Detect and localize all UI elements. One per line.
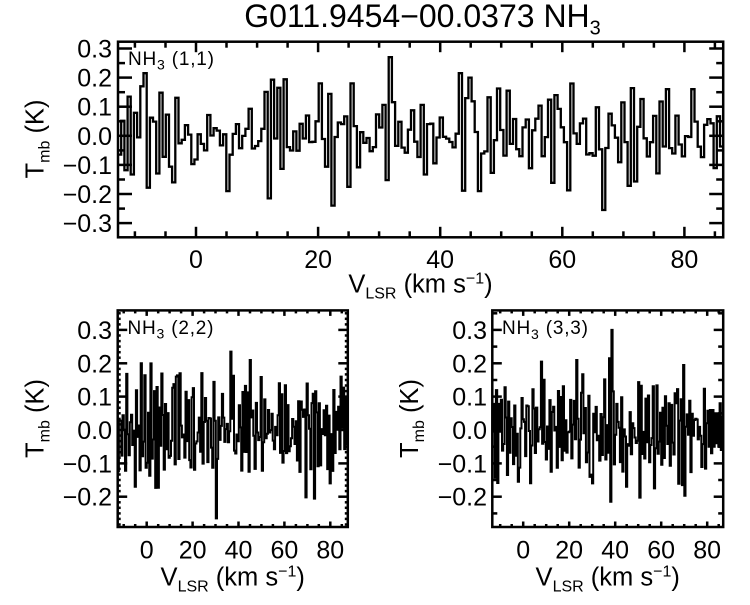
svg-text:−0.2: −0.2 xyxy=(63,181,112,209)
svg-text:−0.2: −0.2 xyxy=(63,484,112,512)
svg-text:0.1: 0.1 xyxy=(452,384,487,412)
svg-text:0.2: 0.2 xyxy=(452,350,487,378)
svg-text:80: 80 xyxy=(693,537,721,565)
svg-text:40: 40 xyxy=(601,537,629,565)
svg-text:80: 80 xyxy=(316,537,344,565)
svg-text:20: 20 xyxy=(179,537,207,565)
svg-text:40: 40 xyxy=(426,246,454,274)
svg-text:0.0: 0.0 xyxy=(452,417,487,445)
svg-text:0.3: 0.3 xyxy=(452,317,487,345)
svg-text:40: 40 xyxy=(225,537,253,565)
svg-text:VLSR (km s−1): VLSR (km s−1) xyxy=(536,564,680,596)
svg-text:NH3 (1,1): NH3 (1,1) xyxy=(128,49,215,73)
svg-text:0.3: 0.3 xyxy=(77,36,112,64)
svg-text:−0.1: −0.1 xyxy=(438,450,487,478)
svg-text:NH3 (2,2): NH3 (2,2) xyxy=(128,318,215,342)
svg-text:80: 80 xyxy=(670,246,698,274)
svg-text:0.2: 0.2 xyxy=(77,65,112,93)
svg-text:0.0: 0.0 xyxy=(77,123,112,151)
svg-text:0: 0 xyxy=(189,246,203,274)
svg-text:G011.9454−00.0373 NH3: G011.9454−00.0373 NH3 xyxy=(244,0,601,39)
svg-text:0.0: 0.0 xyxy=(77,417,112,445)
svg-text:NH3 (3,3): NH3 (3,3) xyxy=(502,318,589,342)
svg-text:0: 0 xyxy=(140,537,154,565)
svg-text:−0.3: −0.3 xyxy=(63,210,112,238)
svg-text:Tmb (K): Tmb (K) xyxy=(22,100,54,179)
svg-text:0.3: 0.3 xyxy=(77,317,112,345)
svg-text:Tmb (K): Tmb (K) xyxy=(396,379,428,458)
svg-text:−0.1: −0.1 xyxy=(63,152,112,180)
svg-text:60: 60 xyxy=(647,537,675,565)
svg-text:60: 60 xyxy=(270,537,298,565)
svg-text:0.2: 0.2 xyxy=(77,350,112,378)
svg-text:60: 60 xyxy=(548,246,576,274)
svg-text:−0.2: −0.2 xyxy=(438,484,487,512)
svg-text:20: 20 xyxy=(555,537,583,565)
svg-text:0.1: 0.1 xyxy=(77,384,112,412)
svg-text:0: 0 xyxy=(516,537,530,565)
svg-text:−0.1: −0.1 xyxy=(63,450,112,478)
svg-text:20: 20 xyxy=(304,246,332,274)
svg-text:Tmb (K): Tmb (K) xyxy=(22,379,54,458)
svg-text:0.1: 0.1 xyxy=(77,94,112,122)
